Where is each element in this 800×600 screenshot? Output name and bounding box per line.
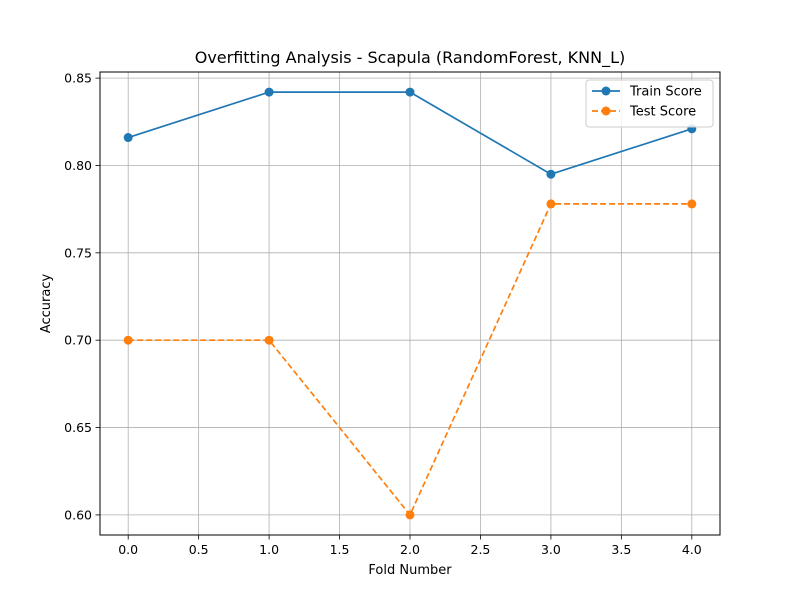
y-tick-label: 0.70 [64, 333, 92, 348]
chart-title: Overfitting Analysis - Scapula (RandomFo… [195, 48, 626, 68]
data-point-test [123, 335, 133, 345]
x-tick-label: 1.0 [259, 542, 279, 557]
x-tick-label: 3.5 [611, 542, 631, 557]
data-point-test [264, 335, 274, 345]
data-point-test [546, 199, 556, 209]
legend: Train Score Test Score [585, 79, 714, 128]
legend-label-test: Test Score [629, 105, 696, 120]
x-tick-label: 1.5 [330, 542, 350, 557]
data-point-test [405, 510, 415, 520]
x-tick-label: 3.0 [541, 542, 561, 557]
data-point-test [687, 199, 697, 209]
legend-label-train: Train Score [629, 85, 702, 100]
data-point-train [264, 87, 274, 97]
legend-marker-test [601, 106, 611, 116]
y-tick-label: 0.80 [64, 158, 92, 173]
x-tick-label: 4.0 [682, 542, 702, 557]
tick-layer: 0.0 0.5 1.0 1.5 2.0 2.5 3.0 3.5 4.0 0.60 0.65 0.70 0… [64, 71, 702, 557]
data-point-train [123, 133, 133, 143]
x-tick-label: 2.0 [400, 542, 420, 557]
series-layer [123, 87, 697, 520]
y-tick-label: 0.65 [64, 420, 92, 435]
y-tick-label: 0.60 [64, 507, 92, 522]
data-point-train [405, 87, 415, 97]
legend-marker-train [601, 86, 611, 96]
y-tick-label: 0.85 [64, 71, 92, 86]
y-axis-label: Accuracy [39, 274, 54, 334]
y-tick-label: 0.75 [64, 245, 92, 260]
data-point-train [546, 169, 556, 179]
x-axis-label: Fold Number [368, 563, 452, 578]
x-tick-label: 2.5 [471, 542, 491, 557]
x-tick-label: 0.0 [118, 542, 138, 557]
x-tick-label: 0.5 [189, 542, 209, 557]
